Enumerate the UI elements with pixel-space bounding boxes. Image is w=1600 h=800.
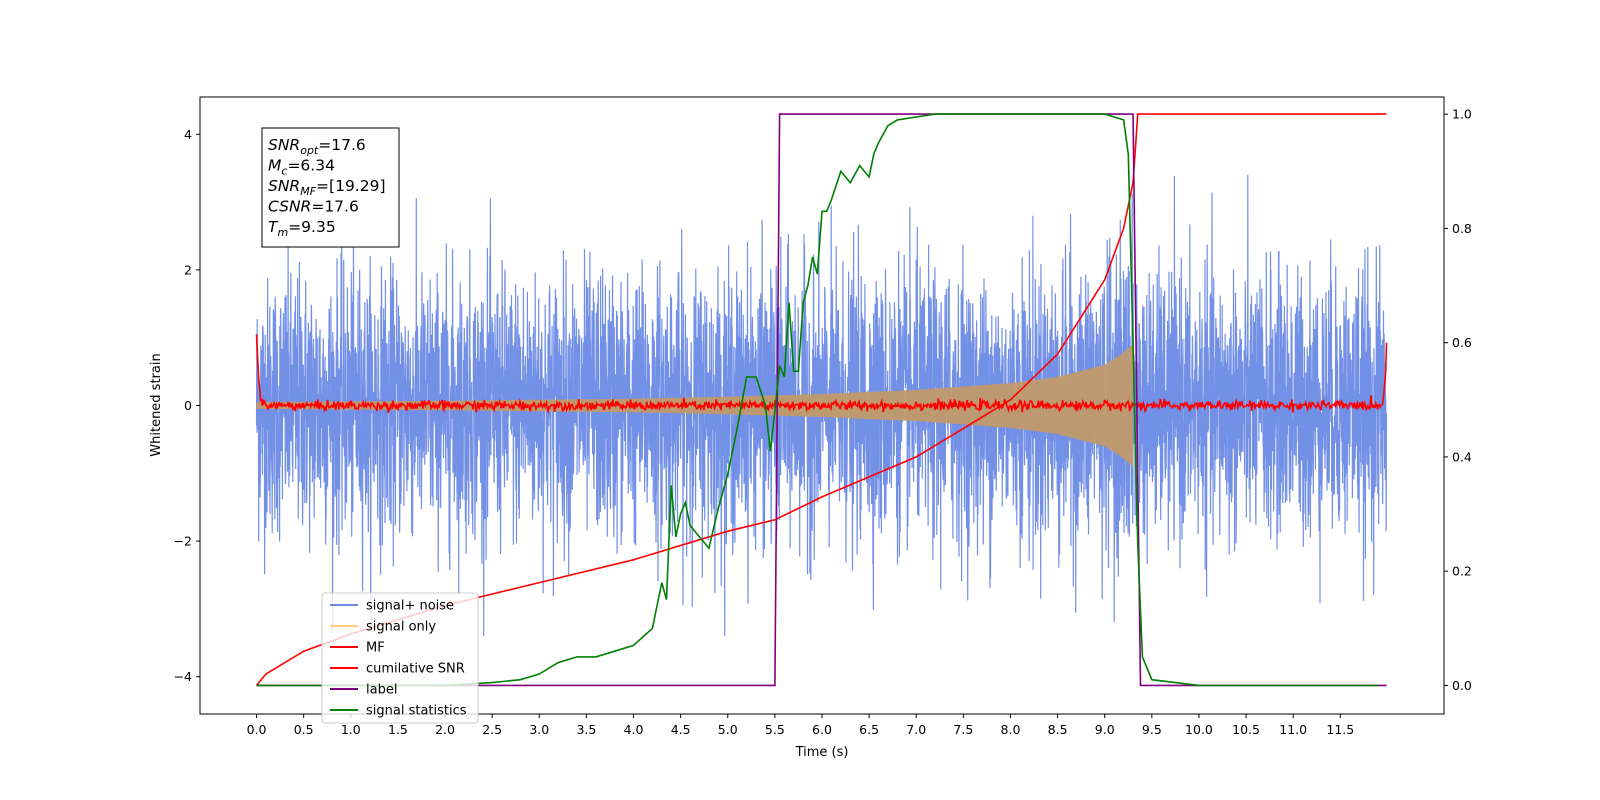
x-tick-label: 1.0	[341, 722, 361, 737]
legend-label: signal only	[366, 620, 436, 635]
legend: signal+ noise signal only MF cumilative SNR…	[321, 592, 479, 724]
x-tick-label: 4.5	[671, 722, 691, 737]
y2-tick-label: 0.8	[1452, 221, 1472, 236]
x-tick-label: 4.0	[624, 722, 644, 737]
x-tick-label: 10.5	[1232, 722, 1260, 737]
legend-label: signal+ noise	[366, 599, 454, 614]
x-tick-label: 2.5	[482, 722, 502, 737]
x-tick-label: 5.0	[718, 722, 738, 737]
x-tick-label: 7.5	[953, 722, 973, 737]
x-tick-label: 8.5	[1048, 722, 1068, 737]
y2-tick-label: 0.6	[1452, 335, 1472, 350]
info-box-frame	[261, 127, 400, 248]
legend-label: label	[366, 683, 397, 698]
info-line: Mc=6.34	[268, 157, 335, 178]
x-tick-label: 7.0	[906, 722, 926, 737]
x-tick-label: 3.0	[529, 722, 549, 737]
y2-tick-label: 1.0	[1452, 107, 1472, 122]
y-axis-label: Whitened strain	[149, 353, 164, 456]
x-tick-label: 10.0	[1185, 722, 1213, 737]
legend-label: cumilative SNR	[366, 662, 465, 677]
x-tick-label: 11.0	[1279, 722, 1307, 737]
x-tick-label: 11.5	[1326, 722, 1354, 737]
legend-label: MF	[366, 641, 385, 656]
x-tick-label: 0.5	[294, 722, 314, 737]
x-tick-label: 8.0	[1001, 722, 1021, 737]
x-tick-label: 9.5	[1142, 722, 1162, 737]
x-tick-label: 5.5	[765, 722, 785, 737]
legend-label: signal statistics	[366, 704, 467, 719]
y-tick-label: 2	[184, 262, 192, 277]
info-line: Tm=9.35	[268, 218, 336, 239]
info-line: SNRopt=17.6	[268, 136, 366, 157]
x-axis-label: Time (s)	[795, 745, 849, 760]
legend-frame	[321, 592, 479, 724]
info-line: CSNR=17.6	[268, 198, 359, 216]
info-line: SNRMF=[19.29]	[268, 177, 386, 198]
y2-tick-label: 0.4	[1452, 449, 1472, 464]
x-tick-label: 6.5	[859, 722, 879, 737]
x-tick-label: 1.5	[388, 722, 408, 737]
x-tick-label: 9.0	[1095, 722, 1115, 737]
y2-tick-label: 0.0	[1452, 678, 1472, 693]
series-signal-statistics-line	[256, 113, 1378, 687]
info-box: SNRopt=17.6Mc=6.34SNRMF=[19.29]CSNR=17.6…	[261, 127, 400, 248]
series-mf-line	[255, 334, 1388, 415]
axes-layer: 0.0 0.5 1.0 1.5 2.0 2.5 3.0 3.5 4.0 4.5 5.0 5.5 6.0 6…	[174, 107, 1472, 737]
x-tick-label: 6.0	[812, 722, 832, 737]
y-tick-label: 4	[184, 127, 192, 142]
y-tick-label: −2	[174, 534, 192, 549]
x-tick-label: 0.0	[247, 722, 267, 737]
x-tick-label: 3.5	[576, 722, 596, 737]
x-tick-label: 2.0	[435, 722, 455, 737]
y-tick-label: 0	[184, 398, 192, 413]
y-tick-label: −4	[174, 669, 192, 684]
y2-tick-label: 0.2	[1452, 564, 1472, 579]
